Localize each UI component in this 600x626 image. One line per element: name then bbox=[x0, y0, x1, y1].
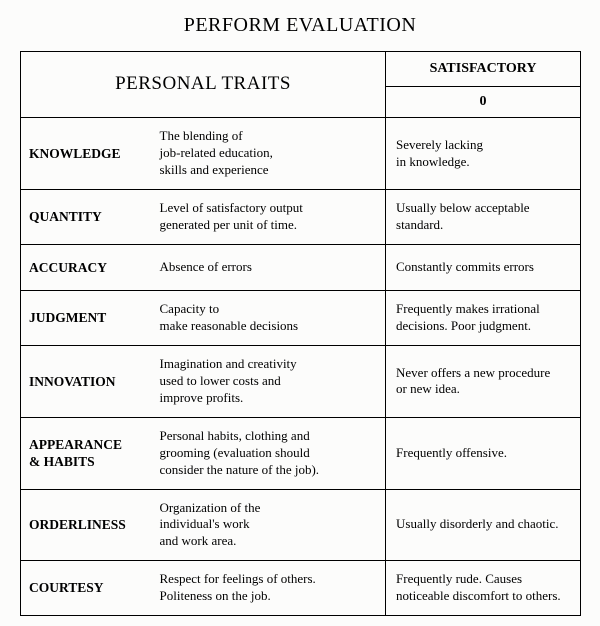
trait-description-cell: The blending of job-related education, s… bbox=[156, 118, 386, 190]
trait-name-cell: ACCURACY bbox=[21, 244, 156, 291]
table-row: KNOWLEDGEThe blending of job-related edu… bbox=[21, 118, 581, 190]
satisfactory-cell: Severely lacking in knowledge. bbox=[386, 118, 581, 190]
satisfactory-cell: Usually below acceptable standard. bbox=[386, 190, 581, 245]
trait-name-cell: ORDERLINESS bbox=[21, 489, 156, 561]
trait-description-cell: Organization of the individual's work an… bbox=[156, 489, 386, 561]
trait-name-cell: KNOWLEDGE bbox=[21, 118, 156, 190]
trait-description-cell: Level of satisfactory output generated p… bbox=[156, 190, 386, 245]
table-body: PERSONAL TRAITS SATISFACTORY 0 KNOWLEDGE… bbox=[21, 52, 581, 616]
trait-description-cell: Personal habits, clothing and grooming (… bbox=[156, 417, 386, 489]
satisfactory-cell: Frequently offensive. bbox=[386, 417, 581, 489]
trait-description-cell: Respect for feelings of others. Politene… bbox=[156, 561, 386, 616]
table-row: ACCURACYAbsence of errorsConstantly comm… bbox=[21, 244, 581, 291]
trait-name-cell: JUDGMENT bbox=[21, 291, 156, 346]
evaluation-document: PERFORM EVALUATION PERSONAL TRAITS SATIS… bbox=[0, 0, 600, 626]
satisfactory-cell: Frequently makes irrational decisions. P… bbox=[386, 291, 581, 346]
evaluation-table: PERSONAL TRAITS SATISFACTORY 0 KNOWLEDGE… bbox=[20, 51, 581, 616]
trait-description-cell: Imagination and creativity used to lower… bbox=[156, 346, 386, 418]
header-score: 0 bbox=[386, 87, 581, 118]
table-row: QUANTITYLevel of satisfactory output gen… bbox=[21, 190, 581, 245]
table-row: INNOVATIONImagination and creativity use… bbox=[21, 346, 581, 418]
header-row-1: PERSONAL TRAITS SATISFACTORY bbox=[21, 52, 581, 87]
trait-name-cell: INNOVATION bbox=[21, 346, 156, 418]
satisfactory-cell: Constantly commits errors bbox=[386, 244, 581, 291]
trait-name-cell: QUANTITY bbox=[21, 190, 156, 245]
table-row: ORDERLINESSOrganization of the individua… bbox=[21, 489, 581, 561]
header-satisfactory: SATISFACTORY bbox=[386, 52, 581, 87]
table-row: JUDGMENTCapacity to make reasonable deci… bbox=[21, 291, 581, 346]
satisfactory-cell: Usually disorderly and chaotic. bbox=[386, 489, 581, 561]
page-title: PERFORM EVALUATION bbox=[20, 14, 580, 37]
satisfactory-cell: Frequently rude. Causes noticeable disco… bbox=[386, 561, 581, 616]
trait-name-cell: APPEARANCE & HABITS bbox=[21, 417, 156, 489]
table-row: APPEARANCE & HABITSPersonal habits, clot… bbox=[21, 417, 581, 489]
satisfactory-cell: Never offers a new procedure or new idea… bbox=[386, 346, 581, 418]
header-personal-traits: PERSONAL TRAITS bbox=[21, 52, 386, 118]
trait-description-cell: Absence of errors bbox=[156, 244, 386, 291]
trait-description-cell: Capacity to make reasonable decisions bbox=[156, 291, 386, 346]
trait-name-cell: COURTESY bbox=[21, 561, 156, 616]
table-row: COURTESY Respect for feelings of others.… bbox=[21, 561, 581, 616]
